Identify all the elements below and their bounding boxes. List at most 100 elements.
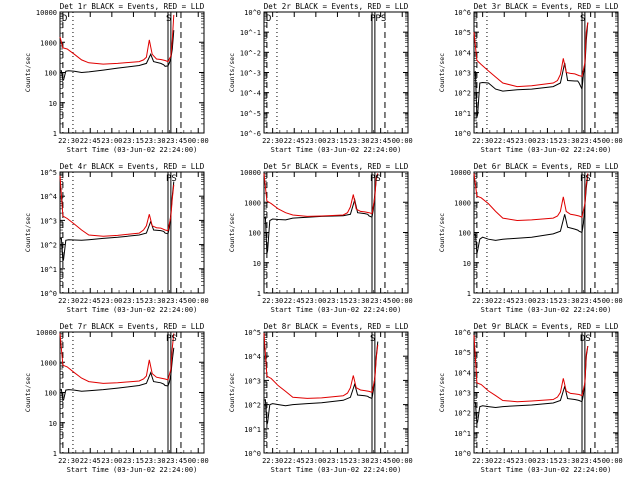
y-tick-label: 10^0 <box>454 450 471 458</box>
chart-panel-5: Det 5r BLACK = Events, RED = LLD 1 10 100 10… <box>228 162 413 314</box>
x-tick-label: 23:45 <box>580 457 601 465</box>
x-tick-label: 23:15 <box>327 297 348 305</box>
y-tick-label: 10^3 <box>40 217 57 225</box>
y-tick-label: 10^1 <box>454 110 471 118</box>
y-tick-label: 10 <box>463 260 471 268</box>
x-tick-label: 23:45 <box>580 137 601 145</box>
x-tick-label: 23:30 <box>145 297 166 305</box>
x-tick-label: 23:45 <box>166 297 187 305</box>
chart-panel-2: Det 2r BLACK = Events, RED = LLD 10^-6 10^… <box>228 2 413 154</box>
y-tick-label: 1 <box>53 450 57 458</box>
y-tick-label: 10^-4 <box>240 90 261 98</box>
x-tick-label: 23:45 <box>370 297 391 305</box>
x-tick-label: 23:15 <box>327 137 348 145</box>
x-tick-label: 23:30 <box>559 457 580 465</box>
y-tick-label: 10^5 <box>454 349 471 357</box>
flag-label: S <box>166 14 171 24</box>
y-tick-label: 10^2 <box>40 242 57 250</box>
x-tick-label: 22:30 <box>262 297 283 305</box>
y-tick-label: 10000 <box>240 169 261 177</box>
y-tick-label: 1000 <box>244 199 261 207</box>
y-axis-label: Counts/sec <box>24 373 32 412</box>
y-axis-label: Counts/sec <box>438 213 446 252</box>
y-tick-label: 10^0 <box>244 9 261 17</box>
x-tick-label: 23:00 <box>305 137 326 145</box>
x-tick-label: 23:30 <box>349 457 370 465</box>
x-tick-label: 22:30 <box>58 137 79 145</box>
panel-title: Det 8r BLACK = Events, RED = LLD <box>264 322 409 331</box>
y-tick-label: 10^-6 <box>240 130 261 138</box>
panel-title: Det 6r BLACK = Events, RED = LLD <box>474 162 619 171</box>
x-tick-label: 00:00 <box>602 457 623 465</box>
y-tick-label: 10^4 <box>454 369 471 377</box>
x-tick-label: 22:30 <box>262 137 283 145</box>
chart-panel-9: Det 9r BLACK = Events, RED = LLD 10^0 10^1… <box>438 322 623 474</box>
plot-frame <box>263 331 409 454</box>
lld-series-line <box>473 173 589 222</box>
y-tick-label: 1 <box>53 130 57 138</box>
x-tick-label: 22:45 <box>80 137 101 145</box>
flag-label: S <box>370 334 375 344</box>
x-axis-label: Start Time (03-Jun-02 22:24:00) <box>271 466 402 474</box>
flag-label: PS <box>370 174 381 184</box>
y-tick-label: 10^1 <box>454 430 471 438</box>
chart-panel-8: Det 8r BLACK = Events, RED = LLD 10^0 10^1… <box>228 322 413 474</box>
x-axis-label: Start Time (03-Jun-02 22:24:00) <box>67 146 198 154</box>
y-tick-label: 10^6 <box>454 329 471 337</box>
y-tick-label: 10^3 <box>454 70 471 78</box>
y-tick-label: 10^3 <box>244 377 261 385</box>
y-tick-label: 10^-5 <box>240 110 261 118</box>
events-series-line <box>59 347 175 402</box>
x-tick-label: 22:45 <box>494 297 515 305</box>
flag-label: DS <box>580 334 591 344</box>
x-axis-label: Start Time (03-Jun-02 22:24:00) <box>481 466 612 474</box>
x-tick-label: 23:15 <box>537 457 558 465</box>
y-tick-label: 10 <box>253 260 261 268</box>
y-tick-label: 10^4 <box>454 49 471 57</box>
lld-series-line <box>263 333 379 399</box>
x-tick-label: 22:45 <box>494 457 515 465</box>
plot-frame <box>263 11 409 134</box>
y-tick-label: 10^4 <box>244 353 261 361</box>
y-tick-label: 10000 <box>450 169 471 177</box>
y-tick-label: 10^-3 <box>240 70 261 78</box>
x-tick-label: 23:00 <box>101 457 122 465</box>
x-tick-label: 23:30 <box>145 457 166 465</box>
y-tick-label: 1000 <box>454 199 471 207</box>
x-tick-label: 23:15 <box>537 297 558 305</box>
panel-title: Det 9r BLACK = Events, RED = LLD <box>474 322 619 331</box>
panel-title: Det 7r BLACK = Events, RED = LLD <box>60 322 205 331</box>
x-axis-label: Start Time (03-Jun-02 22:24:00) <box>67 466 198 474</box>
x-tick-label: 22:30 <box>58 297 79 305</box>
panel-title: Det 1r BLACK = Events, RED = LLD <box>60 2 205 11</box>
chart-panel-3: Det 3r BLACK = Events, RED = LLD 10^0 10^1… <box>438 2 623 154</box>
x-axis-label: Start Time (03-Jun-02 22:24:00) <box>271 146 402 154</box>
y-tick-label: 10 <box>49 100 57 108</box>
y-tick-label: 10 <box>49 420 57 428</box>
lld-series-line <box>473 22 589 88</box>
x-tick-label: 22:45 <box>80 457 101 465</box>
y-tick-label: 1000 <box>40 39 57 47</box>
chart-panel-4: Det 4r BLACK = Events, RED = LLD 10^0 10^1… <box>24 162 209 314</box>
x-tick-label: 22:45 <box>284 457 305 465</box>
y-tick-label: 10^0 <box>40 290 57 298</box>
x-tick-label: 23:30 <box>559 297 580 305</box>
x-tick-label: 23:15 <box>123 457 144 465</box>
flag-label: PS <box>166 334 177 344</box>
x-tick-label: 23:00 <box>101 137 122 145</box>
x-tick-label: 22:30 <box>472 137 493 145</box>
events-series-line <box>263 174 379 254</box>
chart-panel-7: Det 7r BLACK = Events, RED = LLD 1 10 100 10… <box>24 322 209 474</box>
plot-frame <box>59 171 205 294</box>
panel-title: Det 2r BLACK = Events, RED = LLD <box>264 2 409 11</box>
x-tick-label: 00:00 <box>392 137 413 145</box>
y-tick-label: 10^0 <box>244 450 261 458</box>
y-axis-label: Counts/sec <box>228 373 236 412</box>
y-axis-label: Counts/sec <box>438 373 446 412</box>
y-axis-label: Counts/sec <box>228 213 236 252</box>
x-tick-label: 23:30 <box>349 297 370 305</box>
x-tick-label: 23:15 <box>327 457 348 465</box>
lld-series-line <box>473 335 589 403</box>
y-tick-label: 10^1 <box>244 426 261 434</box>
x-axis-label: Start Time (03-Jun-02 22:24:00) <box>271 306 402 314</box>
